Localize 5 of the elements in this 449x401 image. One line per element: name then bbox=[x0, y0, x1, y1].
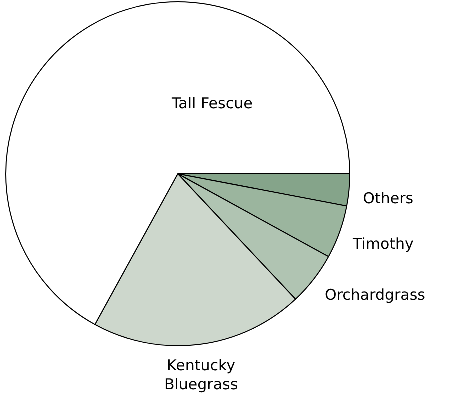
slice-label: Timothy bbox=[352, 235, 414, 254]
slice-label: Kentucky Bluegrass bbox=[164, 356, 238, 394]
slice-label: Tall Fescue bbox=[170, 94, 253, 113]
slice-label: Orchardgrass bbox=[324, 286, 426, 304]
slice-label: Others bbox=[363, 190, 414, 208]
